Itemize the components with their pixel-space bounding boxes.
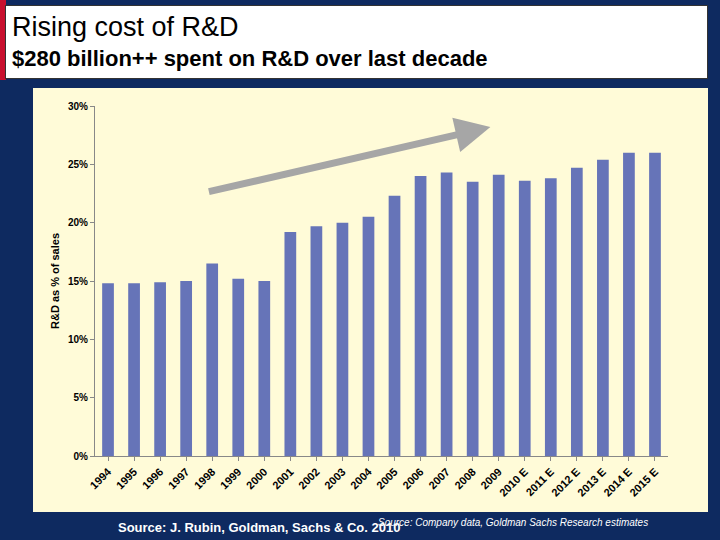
svg-text:2010 E: 2010 E (497, 466, 530, 499)
svg-text:1994: 1994 (88, 465, 114, 491)
svg-text:25%: 25% (68, 159, 88, 170)
html-text:Rising cost of R&D: Rising cost of R&D (12, 12, 239, 42)
svg-text:2011 E: 2011 E (523, 466, 556, 499)
svg-text:0%: 0% (74, 451, 89, 462)
svg-text:5%: 5% (74, 392, 89, 403)
svg-text:2013 E: 2013 E (575, 466, 608, 499)
svg-text:2012 E: 2012 E (549, 466, 582, 499)
svg-text:R&D as % of sales: R&D as % of sales (49, 233, 61, 329)
svg-text:2005: 2005 (374, 466, 400, 492)
html-text:Source: Company data, Goldman: Source: Company data, Goldman Sachs Rese… (378, 517, 649, 528)
svg-text:1998: 1998 (192, 466, 218, 492)
svg-text:2004: 2004 (348, 465, 374, 491)
svg-text:20%: 20% (68, 217, 88, 228)
svg-text:2007: 2007 (426, 466, 452, 492)
svg-text:30%: 30% (68, 101, 88, 112)
svg-text:2009: 2009 (478, 466, 504, 492)
svg-text:2000: 2000 (244, 466, 270, 492)
svg-text:2015 E: 2015 E (627, 466, 660, 499)
svg-text:2008: 2008 (452, 466, 478, 492)
svg-text:2001: 2001 (270, 466, 296, 492)
svg-text:1996: 1996 (140, 466, 166, 492)
html-text:Source: J. Rubin, Goldman, Sac: Source: J. Rubin, Goldman, Sachs & Co. 2… (118, 520, 401, 535)
svg-text:1995: 1995 (114, 466, 140, 492)
svg-text:2006: 2006 (400, 466, 426, 492)
html-text:$280 billion++ spent on R&D ov: $280 billion++ spent on R&D over last de… (12, 46, 488, 71)
svg-text:15%: 15% (68, 276, 88, 287)
svg-text:2014 E: 2014 E (601, 466, 634, 499)
svg-text:2002: 2002 (296, 466, 322, 492)
svg-text:1997: 1997 (166, 466, 192, 492)
svg-text:1999: 1999 (218, 466, 244, 492)
svg-text:2003: 2003 (322, 466, 348, 492)
svg-text:10%: 10% (68, 334, 88, 345)
